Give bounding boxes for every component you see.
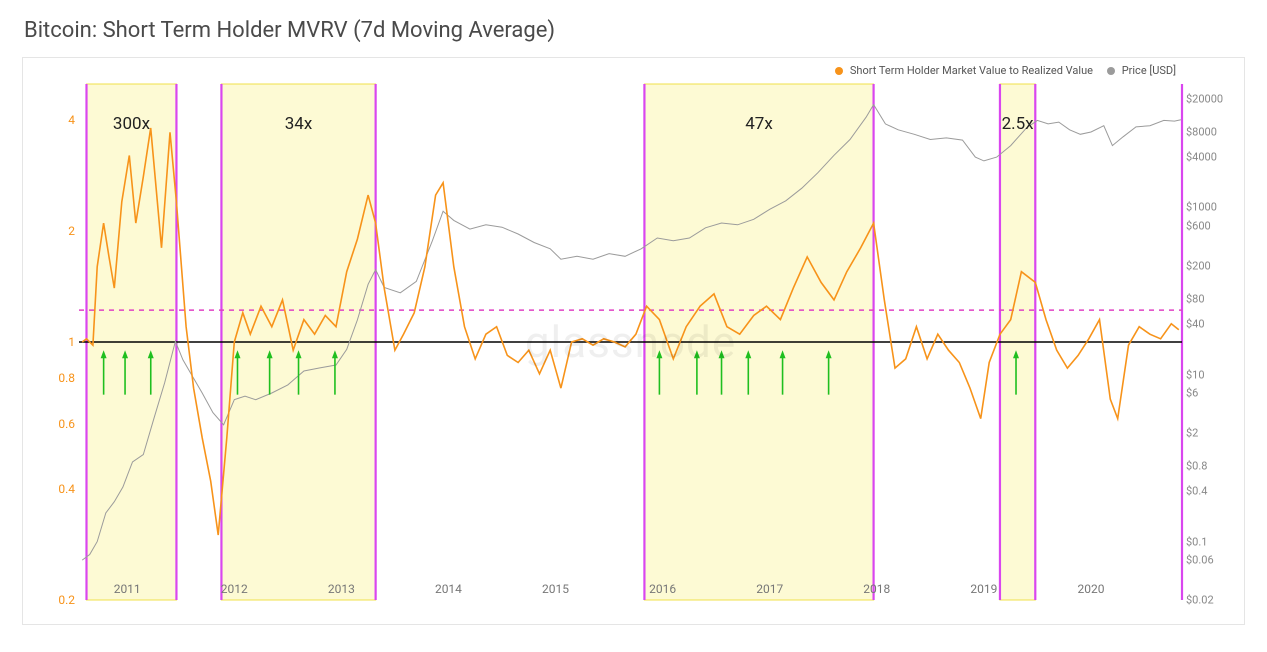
y-left-tick-label: 2	[23, 224, 75, 238]
chart-legend: Short Term Holder Market Value to Realiz…	[835, 64, 1176, 77]
x-tick-label: 2015	[542, 582, 569, 596]
y-right-tick-label: $80	[1186, 293, 1244, 306]
legend-dot-price	[1107, 67, 1115, 75]
y-right-tick-label: $8000	[1186, 125, 1244, 138]
x-tick-label: 2017	[756, 582, 783, 596]
y-right-tick-label: $0.8	[1186, 460, 1244, 473]
y-right-tick-label: $6	[1186, 387, 1244, 400]
zone-label: 34x	[285, 114, 313, 134]
y-right-tick-label: $0.4	[1186, 485, 1244, 498]
y-right-tick-label: $0.1	[1186, 535, 1244, 548]
y-left-tick-label: 0.6	[23, 417, 75, 431]
zone-label: 300x	[113, 114, 150, 134]
plot-area: glassnode 201120122013201420152016201720…	[79, 84, 1182, 600]
y-left-tick-label: 0.2	[23, 593, 75, 607]
chart-title: Bitcoin: Short Term Holder MVRV (7d Movi…	[24, 18, 1245, 43]
x-tick-label: 2019	[970, 582, 997, 596]
x-tick-label: 2016	[649, 582, 676, 596]
x-tick-label: 2020	[1077, 582, 1104, 596]
y-right-tick-label: $600	[1186, 219, 1244, 232]
x-tick-label: 2013	[328, 582, 355, 596]
x-tick-label: 2012	[221, 582, 248, 596]
x-tick-label: 2014	[435, 582, 462, 596]
y-right-tick-label: $2	[1186, 426, 1244, 439]
chart-svg	[79, 84, 1182, 600]
chart-container: Short Term Holder Market Value to Realiz…	[22, 57, 1245, 625]
y-right-tick-label: $20000	[1186, 92, 1244, 105]
legend-item-price: Price [USD]	[1107, 64, 1176, 77]
y-right-tick-label: $0.06	[1186, 554, 1244, 567]
y-right-tick-label: $10	[1186, 368, 1244, 381]
zone-label: 2.5x	[1002, 114, 1034, 134]
legend-label-price: Price [USD]	[1122, 64, 1176, 77]
x-tick-label: 2011	[114, 582, 141, 596]
y-left-tick-label: 0.4	[23, 482, 75, 496]
legend-dot-mvrv	[835, 67, 843, 75]
legend-item-mvrv: Short Term Holder Market Value to Realiz…	[835, 64, 1093, 77]
y-right-tick-label: $1000	[1186, 201, 1244, 214]
y-right-tick-label: $0.02	[1186, 594, 1244, 607]
zone-label: 47x	[745, 114, 773, 134]
y-right-tick-label: $200	[1186, 259, 1244, 272]
y-right-tick-label: $40	[1186, 318, 1244, 331]
y-left-tick-label: 1	[23, 335, 75, 349]
y-right-tick-label: $4000	[1186, 151, 1244, 164]
legend-label-mvrv: Short Term Holder Market Value to Realiz…	[850, 64, 1093, 77]
y-left-tick-label: 0.8	[23, 371, 75, 385]
y-left-tick-label: 4	[23, 113, 75, 127]
x-tick-label: 2018	[863, 582, 890, 596]
